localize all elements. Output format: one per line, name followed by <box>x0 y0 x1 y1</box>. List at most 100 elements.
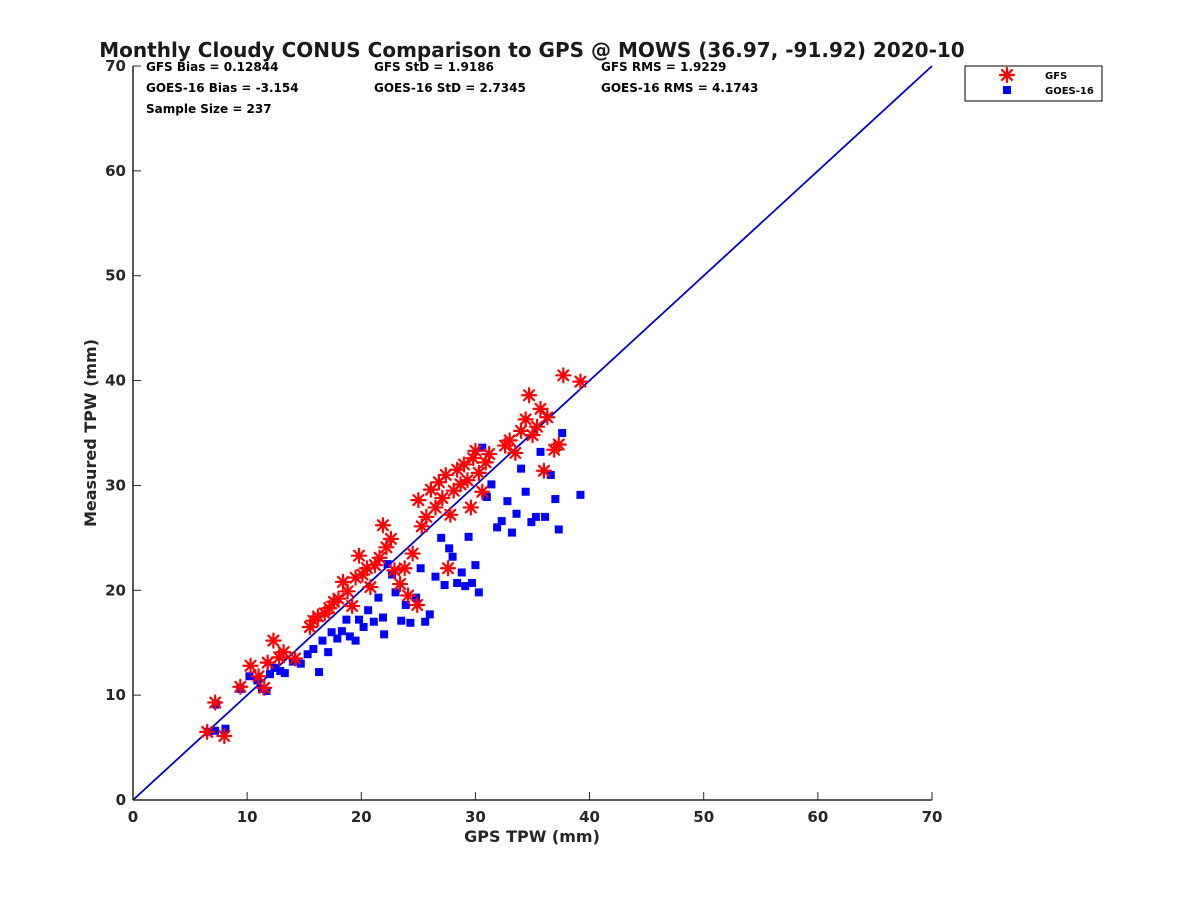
gfs-point <box>535 462 553 479</box>
gfs-point <box>418 508 435 525</box>
gfs-point <box>459 472 476 489</box>
gfs-point <box>404 545 421 562</box>
gfs-point <box>256 679 273 696</box>
gfs-std-stat: GFS StD = 1.9186 <box>374 60 494 74</box>
gfs-point <box>362 579 379 596</box>
x-axis-label: GPS TPW (mm) <box>464 827 600 846</box>
gfs-point <box>524 426 541 444</box>
goes16-point <box>345 632 354 641</box>
gfs-point <box>481 445 498 463</box>
goes16-point <box>517 464 526 473</box>
gfs-point <box>242 657 259 674</box>
goes16-point <box>445 544 454 553</box>
gfs-bias-stat: GFS Bias = 0.12844 <box>146 60 278 74</box>
gfs-point <box>339 583 356 600</box>
goes16-point <box>378 613 387 622</box>
goes-bias-stat: GOES-16 Bias = -3.154 <box>146 81 299 95</box>
tick-labels: 0 10 20 30 40 50 60 70 0 10 20 30 40 50 60 70 <box>105 57 942 826</box>
goes16-point <box>421 617 430 626</box>
gfs-point <box>422 481 440 498</box>
goes16-point <box>558 429 567 437</box>
gfs-point <box>501 432 518 449</box>
goes16-point <box>478 443 487 452</box>
stats-block: GFS Bias = 0.12844 GOES-16 Bias = -3.154… <box>146 60 758 116</box>
gfs-point <box>474 483 491 500</box>
gfs-point <box>386 562 403 579</box>
goes16-point <box>383 560 392 569</box>
goes16-point <box>437 533 446 542</box>
goes16-point <box>391 588 400 597</box>
goes16-points <box>204 429 585 736</box>
gfs-point <box>439 560 457 577</box>
x-tick-label: 70 <box>922 808 943 826</box>
goes16-point <box>521 487 530 496</box>
goes16-point <box>497 517 506 526</box>
goes16-point <box>453 578 462 587</box>
goes16-point <box>324 648 333 657</box>
goes16-point <box>211 726 220 735</box>
goes16-point <box>364 606 373 615</box>
gfs-point <box>455 456 473 473</box>
y-tick-label: 70 <box>105 57 126 75</box>
x-tick-label: 30 <box>465 808 486 826</box>
goes16-point <box>333 634 342 643</box>
goes16-point <box>493 523 502 532</box>
gfs-point <box>512 422 530 440</box>
goes-std-stat: GOES-16 StD = 2.7345 <box>374 81 526 95</box>
goes16-point <box>464 532 473 541</box>
goes16-point <box>369 617 378 626</box>
goes16-point <box>457 568 466 577</box>
gfs-point <box>330 590 347 607</box>
goes16-point <box>551 495 560 504</box>
gfs-point <box>467 442 484 459</box>
goes16-point <box>431 572 440 581</box>
goes16-point <box>388 570 397 579</box>
gfs-point <box>350 547 368 564</box>
gfs-point <box>409 596 426 614</box>
gfs-point <box>371 549 388 566</box>
x-tick-label: 50 <box>693 808 714 826</box>
chart-title: Monthly Cloudy CONUS Comparison to GPS @… <box>99 38 964 62</box>
goes16-point <box>461 582 470 591</box>
gfs-point <box>344 597 361 615</box>
gfs-rms-stat: GFS RMS = 1.9229 <box>601 60 726 74</box>
gfs-point <box>207 694 224 711</box>
legend-goes-label: GOES-16 <box>1045 86 1094 97</box>
gfs-point <box>374 517 392 534</box>
gfs-point <box>555 367 572 384</box>
gfs-point <box>462 499 479 516</box>
goes16-point <box>380 630 389 639</box>
gfs-point <box>382 530 400 548</box>
axes <box>132 66 932 801</box>
gfs-point <box>434 489 451 507</box>
goes16-point <box>536 447 545 456</box>
goes16-point <box>512 509 521 518</box>
goes16-point <box>359 622 368 631</box>
y-tick-label: 0 <box>116 791 126 809</box>
y-tick-label: 20 <box>105 581 126 599</box>
gfs-point <box>572 373 589 390</box>
gfs-point <box>250 668 267 685</box>
legend-gfs-marker <box>998 66 1016 84</box>
gfs-point <box>517 411 534 428</box>
gfs-point <box>528 418 546 435</box>
y-tick-label: 30 <box>105 476 126 494</box>
sample-size-stat: Sample Size = 237 <box>146 102 272 116</box>
gfs-point <box>232 678 249 695</box>
goes16-point <box>541 512 550 521</box>
goes16-point <box>401 600 410 609</box>
legend-gfs-label: GFS <box>1045 71 1067 82</box>
gfs-point <box>507 444 524 462</box>
goes16-point <box>448 552 457 561</box>
gfs-point <box>539 409 556 426</box>
gfs-point <box>427 499 444 516</box>
gfs-point <box>550 436 567 453</box>
legend-goes-square <box>1003 86 1011 94</box>
goes16-point <box>315 668 324 677</box>
y-tick-label: 50 <box>105 267 126 285</box>
goes16-point <box>503 497 512 506</box>
goes16-point <box>276 667 285 676</box>
legend-box <box>964 65 1103 102</box>
